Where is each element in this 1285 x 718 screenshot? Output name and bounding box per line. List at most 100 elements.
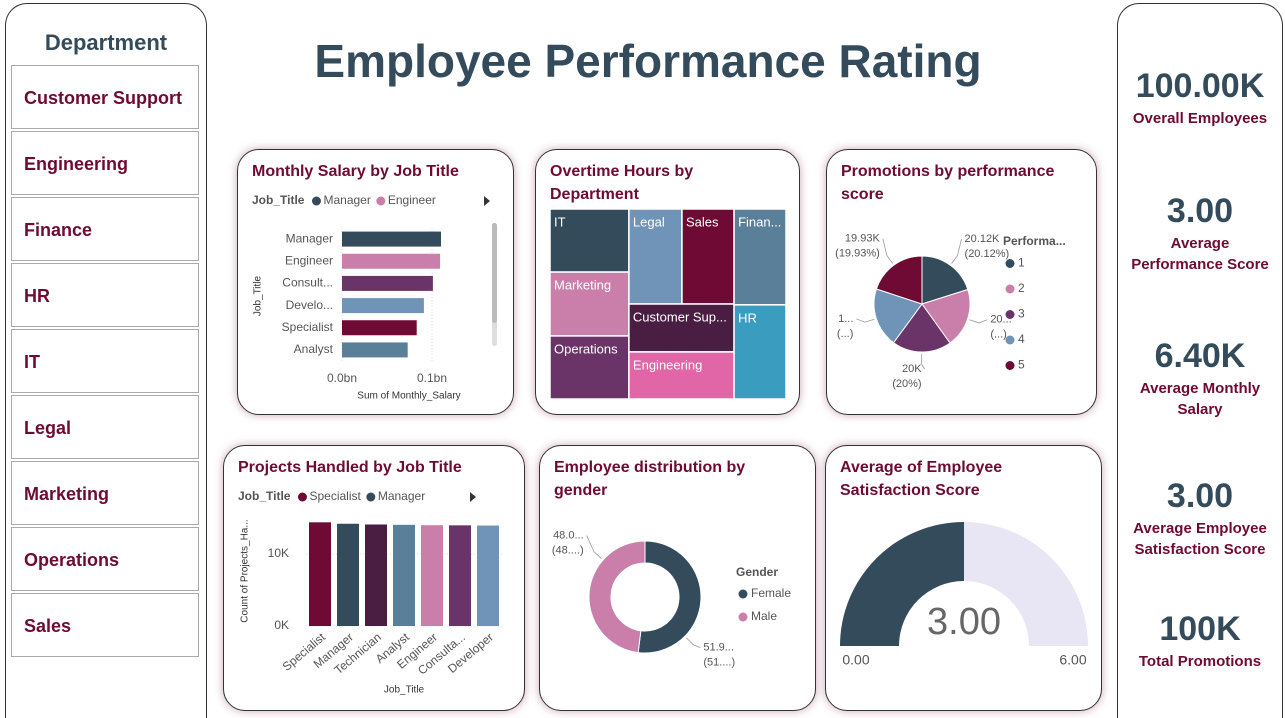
kpi: 100.00K Overall Employees (1118, 64, 1282, 129)
legend-title: Job_Title (238, 489, 291, 503)
legend-marker (376, 196, 386, 206)
kpi: 100K Total Promotions (1118, 607, 1282, 672)
kpi-value: 100.00K (1135, 67, 1265, 105)
y-tick-label: Develo... (286, 298, 333, 312)
slicer-item[interactable]: Sales (11, 593, 199, 657)
kpi-label: Average Employee Satisfaction Score (1133, 520, 1267, 558)
kpi-value: 3.00 (1166, 477, 1234, 515)
x-tick-label: 0.1bn (417, 371, 447, 385)
y-tick-label: Manager (286, 231, 333, 245)
bar (477, 525, 499, 626)
bar (342, 231, 441, 247)
tile-label: Engineering (633, 357, 702, 372)
leader-line (685, 637, 701, 649)
legend-label: Male (751, 609, 777, 623)
pie-slice (921, 288, 971, 344)
tile-label: Legal (633, 214, 665, 229)
bar (421, 525, 443, 626)
data-label-percent: (20%) (892, 378, 921, 390)
leader-line (951, 238, 962, 264)
legend-marker (311, 196, 321, 206)
slicer-item[interactable]: Customer Support (11, 65, 199, 129)
treemap-tile (549, 208, 630, 273)
dashboard-title: Employee Performance Rating (314, 35, 982, 87)
chart: 3.00 0.00 6.00 (840, 522, 1088, 668)
data-label-percent: (...) (837, 328, 854, 340)
kpi-value: 100K (1159, 610, 1241, 648)
legend-label: Female (751, 586, 791, 600)
treemap-tile (733, 304, 787, 400)
legend-marker (738, 589, 748, 599)
slicer-item[interactable]: Marketing (11, 461, 199, 525)
legend-marker (1005, 335, 1015, 345)
legend-marker (297, 492, 307, 502)
leader-line (921, 353, 925, 370)
y-axis-title: Job_Title (253, 275, 264, 316)
bar (342, 253, 441, 269)
pie-slice (875, 255, 923, 305)
data-label: 20.12K (965, 233, 1001, 245)
data-label-percent: (48....) (552, 545, 584, 557)
slicer-item[interactable]: Operations (11, 527, 199, 591)
slicer-item[interactable]: Finance (11, 197, 199, 261)
tile-label: Marketing (554, 278, 611, 293)
chart: Job_Title Specialist Manager0K10KSpecialis… (238, 489, 502, 696)
chart-title: Overtime Hours by Department (550, 163, 694, 203)
chart-card: Job_Title Specialist Manager 0K 10K Specialis… (223, 445, 525, 711)
slicer-item[interactable]: Engineering (11, 131, 199, 195)
y-tick-label: Analyst (294, 342, 334, 356)
slicer-title: Department (44, 30, 168, 55)
leader-line (586, 535, 602, 559)
y-tick-label: Consult... (282, 276, 333, 290)
bar (337, 523, 359, 626)
treemap-tile (733, 208, 787, 306)
data-label: 48.0... (553, 530, 584, 542)
chart-card: 51.9... (51....) 48.0... (48....) Gender Fema… (539, 445, 816, 711)
donut-slice (637, 540, 702, 654)
kpi-label: Average Monthly Salary (1139, 380, 1261, 418)
legend-marker (738, 612, 748, 622)
tile-label: Finan... (738, 214, 781, 229)
gauge-min: 0.00 (842, 652, 869, 668)
legend-label: 4 (1018, 332, 1025, 346)
chart-title: Monthly Salary by Job Title (252, 163, 459, 180)
legend-label: 5 (1018, 358, 1025, 372)
tile-label: Operations (554, 341, 618, 356)
chart: 51.9... (51....) 48.0... (48....) Gender Fema… (552, 530, 791, 669)
chart: 20.12K(20.12%)20...(...)20K(20%)1...(...… (835, 233, 1066, 390)
data-label-percent: (19.93%) (835, 248, 880, 260)
x-axis-title: Sum of Monthly_Salary (357, 391, 460, 402)
legend-label: 2 (1018, 281, 1025, 295)
kpi-value: 6.40K (1154, 337, 1246, 375)
legend-label: 3 (1018, 307, 1025, 321)
scrollbar-thumb (492, 223, 497, 323)
leader-line (969, 319, 988, 324)
bar (342, 298, 424, 314)
chart-title: Projects Handled by Job Title (238, 459, 462, 476)
legend-next-arrow (484, 196, 490, 206)
slicer-item[interactable]: Legal (11, 395, 199, 459)
slicer-item[interactable]: HR (11, 263, 199, 327)
treemap-tile (628, 303, 735, 353)
pie-slice (873, 288, 923, 344)
chart-title: Average of Employee Satisfaction Score (840, 459, 1003, 499)
kpi-label: Total Promotions (1138, 653, 1262, 670)
legend-label: Specialist (309, 489, 361, 503)
treemap-tile (628, 351, 735, 400)
chart-title: Employee distribution by gender (554, 459, 746, 499)
chart-card: IT Marketing Operations Legal Sales Customer … (535, 149, 800, 415)
pie-slice (892, 303, 951, 353)
tile-label: HR (738, 310, 757, 325)
bar (449, 525, 471, 626)
legend-label: Engineer (388, 193, 436, 207)
legend-marker (366, 492, 376, 502)
chart-card: Job_Title Manager Engineer 0.0bn 0.1bn Manage… (237, 149, 514, 415)
legend-title: Job_Title (252, 193, 305, 207)
legend-marker (1005, 361, 1015, 370)
treemap-tile (628, 208, 683, 305)
legend-label: Manager (323, 193, 370, 207)
legend-marker (1005, 310, 1015, 319)
slicer-item[interactable]: IT (11, 329, 199, 393)
tile-label: IT (554, 214, 566, 229)
